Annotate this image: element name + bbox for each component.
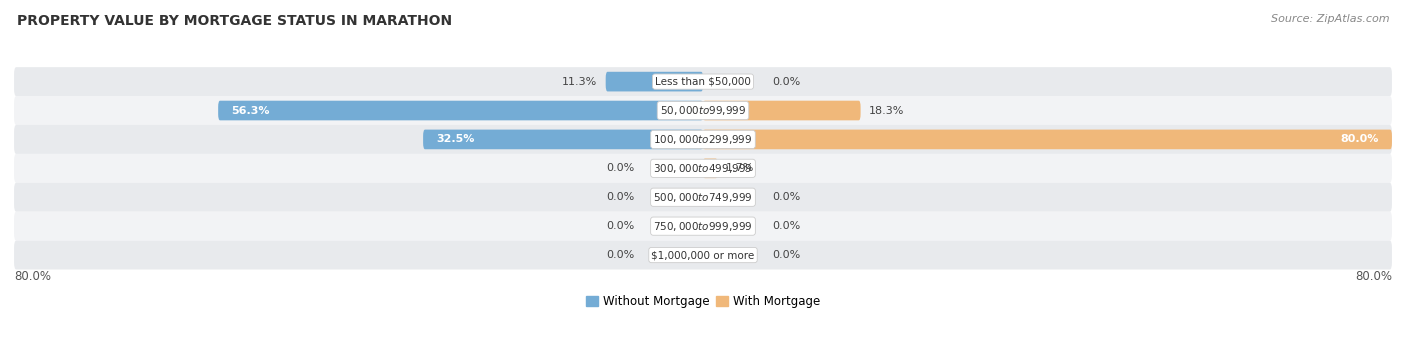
Text: 0.0%: 0.0% — [606, 192, 634, 202]
FancyBboxPatch shape — [423, 130, 703, 149]
Text: $500,000 to $749,999: $500,000 to $749,999 — [654, 191, 752, 204]
FancyBboxPatch shape — [218, 101, 703, 120]
FancyBboxPatch shape — [14, 154, 1392, 183]
FancyBboxPatch shape — [14, 241, 1392, 269]
FancyBboxPatch shape — [14, 183, 1392, 212]
FancyBboxPatch shape — [703, 159, 717, 178]
Text: 0.0%: 0.0% — [772, 250, 800, 260]
FancyBboxPatch shape — [14, 212, 1392, 241]
Text: 80.0%: 80.0% — [14, 270, 51, 283]
FancyBboxPatch shape — [606, 72, 703, 91]
Text: 0.0%: 0.0% — [606, 221, 634, 231]
FancyBboxPatch shape — [703, 101, 860, 120]
Text: $1,000,000 or more: $1,000,000 or more — [651, 250, 755, 260]
Text: $50,000 to $99,999: $50,000 to $99,999 — [659, 104, 747, 117]
Text: 56.3%: 56.3% — [231, 105, 270, 116]
FancyBboxPatch shape — [703, 130, 1392, 149]
Text: $100,000 to $299,999: $100,000 to $299,999 — [654, 133, 752, 146]
Text: 11.3%: 11.3% — [562, 77, 598, 87]
Text: Less than $50,000: Less than $50,000 — [655, 77, 751, 87]
Text: 0.0%: 0.0% — [772, 192, 800, 202]
Text: PROPERTY VALUE BY MORTGAGE STATUS IN MARATHON: PROPERTY VALUE BY MORTGAGE STATUS IN MAR… — [17, 14, 451, 28]
Text: Source: ZipAtlas.com: Source: ZipAtlas.com — [1271, 14, 1389, 24]
Text: 0.0%: 0.0% — [606, 250, 634, 260]
Text: $750,000 to $999,999: $750,000 to $999,999 — [654, 220, 752, 233]
Text: 0.0%: 0.0% — [772, 77, 800, 87]
Text: 0.0%: 0.0% — [606, 163, 634, 173]
Text: 1.7%: 1.7% — [727, 163, 755, 173]
Text: 80.0%: 80.0% — [1355, 270, 1392, 283]
Text: $300,000 to $499,999: $300,000 to $499,999 — [654, 162, 752, 175]
FancyBboxPatch shape — [14, 96, 1392, 125]
FancyBboxPatch shape — [14, 67, 1392, 96]
Legend: Without Mortgage, With Mortgage: Without Mortgage, With Mortgage — [581, 291, 825, 313]
Text: 18.3%: 18.3% — [869, 105, 904, 116]
Text: 0.0%: 0.0% — [772, 221, 800, 231]
FancyBboxPatch shape — [14, 125, 1392, 154]
Text: 32.5%: 32.5% — [436, 134, 474, 145]
Text: 80.0%: 80.0% — [1341, 134, 1379, 145]
